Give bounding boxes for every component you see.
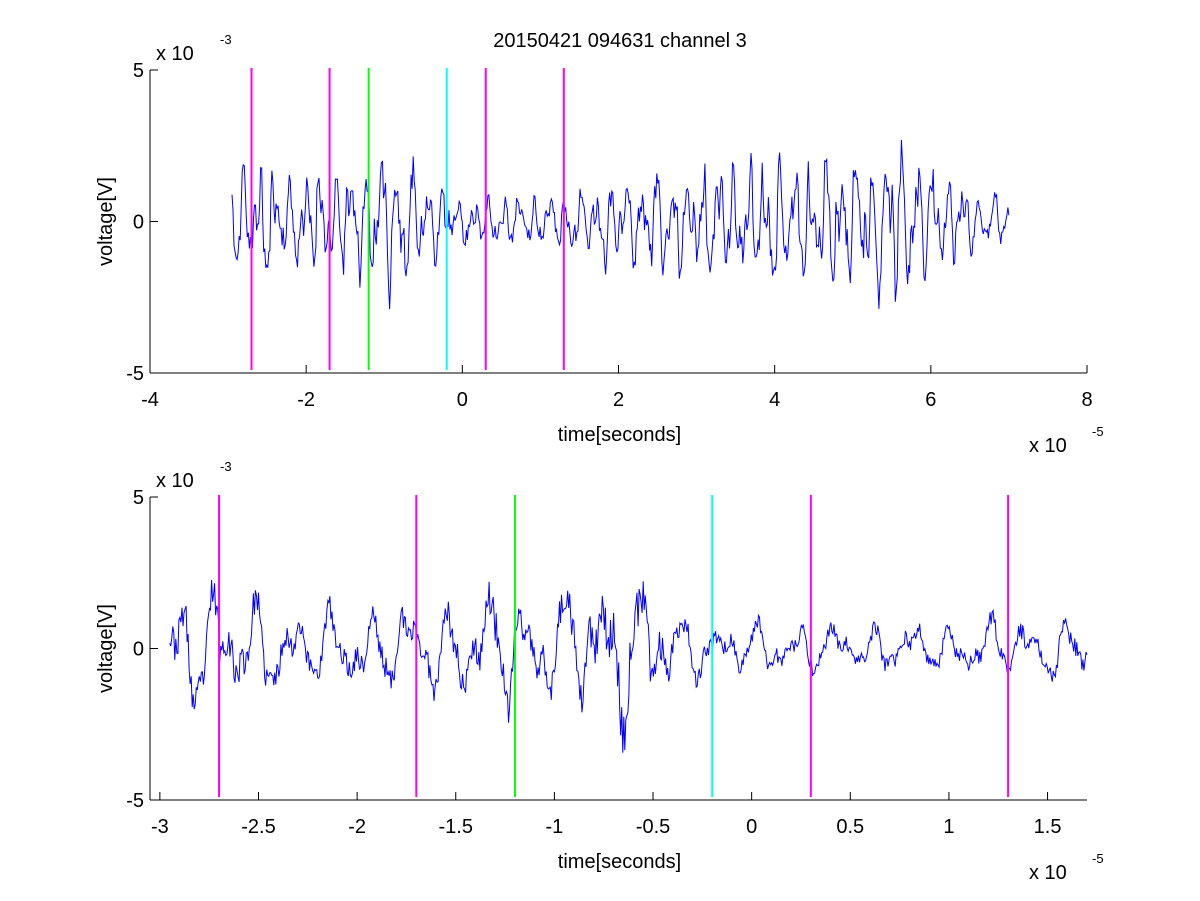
y-tick-label: 5 [133, 487, 144, 509]
x-tick-label: 6 [925, 389, 936, 411]
figure-title: 20150421 094631 channel 3 [493, 30, 747, 52]
x-tick-label: -4 [141, 389, 159, 411]
x-tick-label: 1.5 [1034, 816, 1062, 838]
x-tick-label: 4 [769, 389, 780, 411]
x-tick-label: -2 [348, 816, 366, 838]
x-tick-label: -0.5 [636, 816, 670, 838]
x-tick-label: 2 [613, 389, 624, 411]
y-exponent-power: -3 [220, 459, 232, 474]
y-tick-label: 5 [133, 60, 144, 82]
y-exponent-label: x 10 [156, 43, 194, 65]
x-tick-label: -2 [297, 389, 315, 411]
x-tick-label: 1 [943, 816, 954, 838]
y-axis-label: voltage[V] [95, 604, 117, 693]
x-tick-label: -3 [151, 816, 169, 838]
x-tick-label: 0 [457, 389, 468, 411]
y-tick-label: -5 [126, 790, 144, 812]
x-exponent-label: x 10 [1029, 435, 1067, 457]
x-tick-label: 8 [1081, 389, 1092, 411]
x-tick-label: 0 [746, 816, 757, 838]
voltage-signal-line [169, 579, 1088, 753]
x-tick-label: -2.5 [241, 816, 275, 838]
x-tick-label: -1.5 [439, 816, 473, 838]
y-tick-label: 0 [133, 212, 144, 234]
x-exponent-label: x 10 [1029, 862, 1067, 884]
x-exponent-power: -5 [1092, 424, 1104, 439]
bottom-plot-panel: -3 -2.5 -2 -1.5 -1 -0.5 0 0.5 1 1.5 -5 0 5 x 10 -3 x 10… [95, 459, 1104, 884]
y-tick-label: 0 [133, 639, 144, 661]
y-exponent-power: -3 [220, 32, 232, 47]
voltage-signal-line [231, 139, 1010, 310]
y-tick-label: -5 [126, 363, 144, 385]
y-axis-label: voltage[V] [95, 177, 117, 266]
x-exponent-power: -5 [1092, 851, 1104, 866]
x-tick-label: -1 [545, 816, 563, 838]
x-axis-label: time[seconds] [558, 851, 681, 873]
x-tick-label: 0.5 [836, 816, 864, 838]
y-exponent-label: x 10 [156, 470, 194, 492]
x-axis-label: time[seconds] [558, 424, 681, 446]
